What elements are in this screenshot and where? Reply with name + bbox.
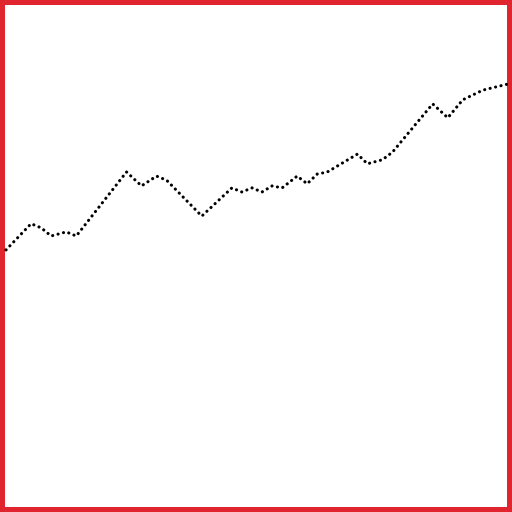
data-point <box>75 235 77 237</box>
data-point <box>306 183 308 185</box>
data-point <box>65 231 67 233</box>
series-line <box>4 82 510 252</box>
data-point <box>30 223 32 225</box>
data-point <box>447 117 449 119</box>
